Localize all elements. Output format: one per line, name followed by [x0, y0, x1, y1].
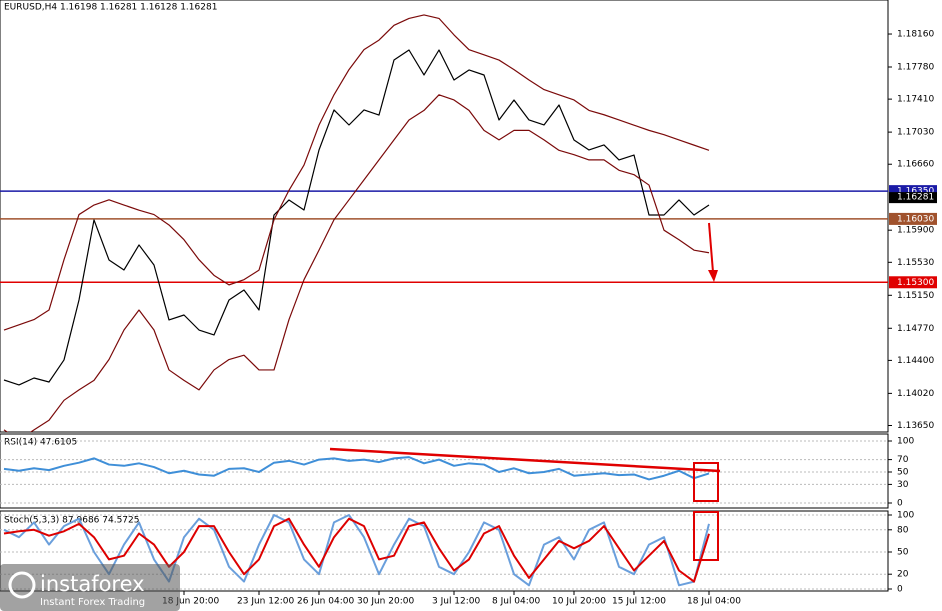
level-label-bg — [889, 276, 937, 289]
y-tick-label: 1.18160 — [897, 30, 934, 40]
rsi-title: RSI(14) 47.6105 — [4, 438, 77, 448]
series-line — [3, 456, 710, 481]
level-label: 1.16350 — [897, 187, 934, 197]
price-title: EURUSD,H4 1.16198 1.16281 1.16128 1.1628… — [4, 3, 217, 13]
x-tick-label: 8 Jul 04:00 — [492, 597, 541, 607]
x-tick-label: 18 Jul 04:00 — [687, 597, 741, 607]
stoch-pane — [0, 510, 889, 592]
y-tick-label: 1.15530 — [897, 258, 934, 268]
y-tick-label: 1.14770 — [897, 324, 934, 334]
y-tick-label: 1.15150 — [897, 291, 934, 301]
logo-name: instaforex — [40, 572, 145, 596]
y-tick-label: 1.14400 — [897, 356, 934, 366]
y-tick-label: 1.14020 — [897, 389, 934, 399]
series-line — [3, 14, 710, 331]
y-tick-label: 100 — [897, 511, 914, 521]
y-tick-label: 1.17780 — [897, 63, 934, 73]
trend-line — [329, 447, 721, 473]
level-label: 1.15300 — [897, 278, 934, 288]
rsi-pane — [0, 433, 889, 509]
x-tick-label: 23 Jun 12:00 — [237, 597, 294, 607]
series-line — [3, 94, 710, 432]
current-price-bg — [889, 192, 937, 204]
arrow-head — [708, 270, 718, 282]
y-tick-label: 1.13650 — [897, 421, 934, 431]
y-tick-label: 20 — [897, 570, 909, 580]
logo-icon — [8, 571, 36, 599]
y-tick-label: 100 — [897, 437, 914, 447]
x-tick-label: 15 Jul 12:00 — [612, 597, 666, 607]
y-tick-label: 1.16660 — [897, 160, 934, 170]
level-label-bg — [889, 212, 937, 225]
y-tick-label: 1.17410 — [897, 95, 934, 105]
y-tick-label: 1.15900 — [897, 226, 934, 236]
highlight-box — [693, 462, 719, 502]
marks: 1.18160 1.17780 1.17410 1.17030 1.16660 1.159… — [0, 14, 937, 607]
x-tick-label: 30 Jun 20:00 — [357, 597, 414, 607]
x-tick-label: 10 Jul 20:00 — [552, 597, 606, 607]
logo-tagline: Instant Forex Trading — [40, 597, 145, 608]
y-tick-label: 0 — [897, 499, 903, 509]
series-line — [3, 514, 710, 587]
stoch-title: Stoch(5,3,3) 87.9686 74.5725 — [4, 516, 139, 526]
logo-bg — [0, 564, 180, 611]
highlight-box — [693, 511, 719, 561]
current-price-label: 1.16281 — [897, 193, 934, 203]
x-tick-label: 18 Jun 20:00 — [162, 597, 219, 607]
y-tick-label: 1.17030 — [897, 128, 934, 138]
y-tick-label: 50 — [897, 468, 909, 478]
price-pane — [0, 0, 889, 433]
series-line — [3, 49, 710, 386]
y-tick-label: 0 — [897, 585, 903, 595]
series-line — [3, 517, 710, 583]
level-label: 1.16030 — [897, 214, 934, 224]
x-tick-label: 3 Jul 12:00 — [432, 597, 481, 607]
y-tick-label: 80 — [897, 525, 909, 535]
y-tick-label: 70 — [897, 455, 909, 465]
arrow-shaft — [708, 222, 714, 273]
y-tick-label: 50 — [897, 548, 909, 558]
y-tick-label: 30 — [897, 480, 909, 490]
x-tick-label: 26 Jun 04:00 — [297, 597, 354, 607]
